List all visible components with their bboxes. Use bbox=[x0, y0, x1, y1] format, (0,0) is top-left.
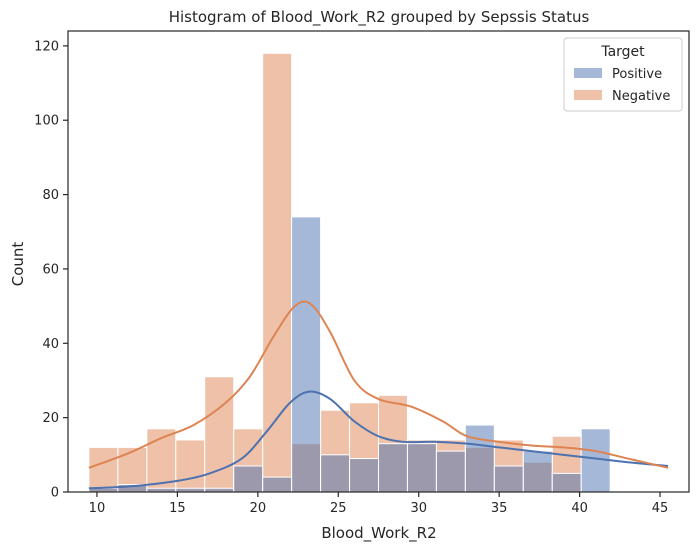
plot-frame bbox=[67, 30, 690, 493]
legend-label-negative: Negative bbox=[612, 89, 670, 104]
legend-label-positive: Positive bbox=[612, 67, 662, 82]
y-tick-label: 20 bbox=[42, 411, 59, 426]
histogram-bar-positive bbox=[349, 458, 379, 493]
y-tick-label: 40 bbox=[42, 337, 59, 352]
axes-layer: 10 15 20 25 30 35 40 45 0 20 40 60 80 100 120 bbox=[34, 30, 690, 516]
y-tick-label: 0 bbox=[51, 486, 59, 501]
histogram-bar-negative bbox=[262, 52, 293, 493]
histogram-bar-positive bbox=[493, 465, 524, 493]
histogram-bar-positive bbox=[233, 465, 264, 493]
histogram-bar-negative bbox=[175, 439, 206, 493]
legend-title: Target bbox=[600, 44, 645, 60]
kde-line-negative bbox=[88, 300, 669, 469]
kde-layer bbox=[88, 300, 669, 490]
histogram-bar-positive bbox=[406, 443, 437, 493]
x-tick-label: 30 bbox=[410, 501, 427, 516]
x-tick-label: 25 bbox=[330, 501, 347, 516]
kde-line-positive bbox=[88, 390, 669, 490]
x-tick-label: 10 bbox=[89, 501, 106, 516]
histogram-bar-positive bbox=[464, 424, 495, 493]
chart-title: Histogram of Blood_Work_R2 grouped by Se… bbox=[169, 8, 590, 27]
x-axis-label: Blood_Work_R2 bbox=[321, 524, 436, 543]
histogram-bar-positive bbox=[522, 450, 553, 493]
bars-layer bbox=[88, 52, 611, 493]
histogram-bar-positive bbox=[320, 454, 351, 493]
y-axis-label: Count bbox=[9, 242, 27, 287]
histogram-bar-positive bbox=[551, 472, 582, 493]
y-tick-label: 120 bbox=[34, 39, 59, 54]
histogram-bar-positive bbox=[262, 476, 293, 493]
legend-swatch-negative bbox=[574, 90, 602, 100]
histogram-bar-positive bbox=[435, 450, 466, 493]
x-tick-label: 35 bbox=[491, 501, 508, 516]
x-tick-label: 20 bbox=[250, 501, 267, 516]
legend-swatch-positive bbox=[574, 68, 602, 78]
x-tick-label: 45 bbox=[652, 501, 669, 516]
histogram-bar-positive bbox=[378, 443, 408, 493]
y-tick-label: 80 bbox=[42, 188, 59, 203]
histogram-bar-negative bbox=[88, 446, 119, 493]
x-tick-label: 15 bbox=[169, 501, 186, 516]
histogram-bar-negative bbox=[204, 376, 235, 493]
y-tick-label: 60 bbox=[42, 262, 59, 277]
x-tick-label: 40 bbox=[571, 501, 588, 516]
y-tick-label: 100 bbox=[34, 114, 59, 129]
histogram-bar-positive bbox=[291, 216, 322, 493]
legend: Target Positive Negative bbox=[563, 37, 683, 112]
